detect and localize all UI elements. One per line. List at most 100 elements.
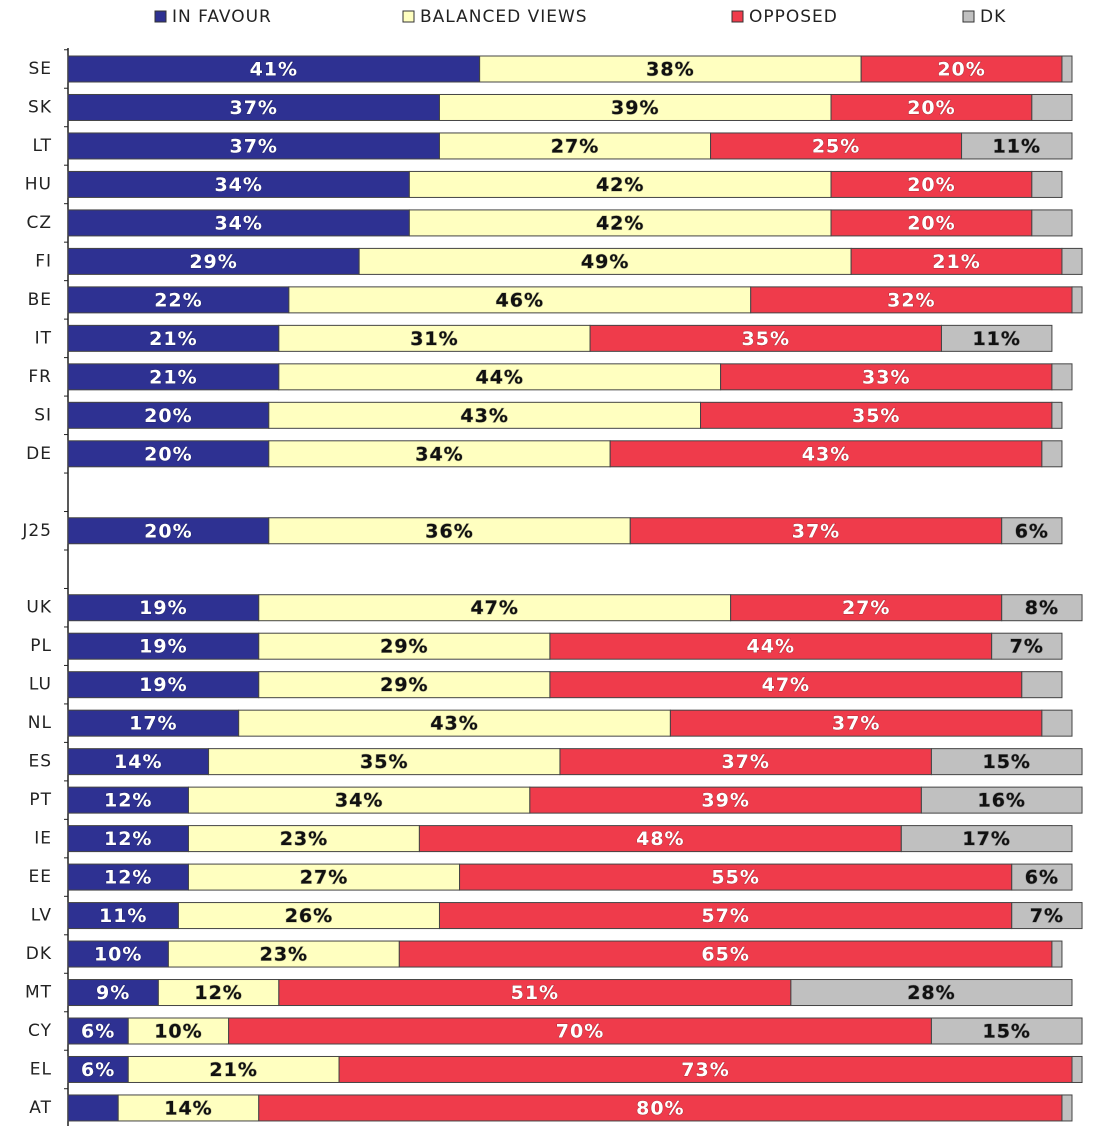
value-label: 6% [1025,867,1059,889]
value-label: 14% [114,751,162,773]
value-label: 43% [430,713,478,735]
value-label: 8% [1025,597,1059,619]
bar-segment [920,786,1083,814]
value-label: 23% [260,944,308,966]
category-label: SK [28,97,52,117]
legend-swatch [154,10,167,23]
value-label: 12% [104,828,152,850]
category-label: LU [29,675,52,695]
bar-segment [67,93,440,121]
bar-segment [549,632,993,660]
category-label: DE [26,444,52,464]
bar-segment [187,863,461,891]
bar-segment [67,979,159,1007]
bar-segment [258,594,732,622]
bar-segment [710,132,963,160]
value-label: 11% [993,135,1041,157]
value-label: 17% [129,713,177,735]
category-label: AT [29,1098,52,1118]
bar-segment [1051,940,1063,968]
bar-segment [67,440,270,468]
value-label: 28% [907,982,955,1004]
value-label: 19% [139,636,187,658]
bar-segment [850,247,1063,275]
bar-segment [1011,902,1083,930]
bar-segment [1061,247,1083,275]
value-label: 11% [972,328,1020,350]
bar-segment [67,671,260,699]
bar-segment [790,979,1073,1007]
bar-segment [67,209,410,237]
value-label: 35% [360,751,408,773]
legend-label: DK [980,7,1006,27]
bar-segment [1031,209,1073,237]
bar-segment [1031,170,1063,198]
bar-segment [67,401,270,429]
bar-segment [228,1017,932,1045]
category-label: BE [28,290,52,310]
value-label: 6% [1015,520,1049,542]
bar-segment [549,671,1023,699]
value-label: 47% [470,597,518,619]
bar-segment [609,440,1043,468]
bar-segment [67,363,280,391]
value-label: 20% [907,174,955,196]
value-label: 20% [907,97,955,119]
value-label: 14% [164,1097,212,1119]
bar-segment [1071,1055,1083,1083]
value-label: 37% [721,751,769,773]
value-label: 20% [937,59,985,81]
category-label: EE [29,867,52,887]
bar-segment [67,940,169,968]
bar-segment [830,170,1033,198]
value-label: 65% [701,944,749,966]
bar-segment [268,401,702,429]
category-label: HU [25,174,52,194]
legend-swatch [962,10,975,23]
value-label: 42% [596,174,644,196]
value-label: 29% [380,674,428,696]
bar-segment [67,324,280,352]
bar-segment [1051,363,1073,391]
bar-segment [900,825,1073,853]
value-label: 42% [596,212,644,234]
bar-segment [830,93,1033,121]
value-label: 38% [646,59,694,81]
bar-segment [177,902,440,930]
bar-segment [67,1055,129,1083]
legend-label: OPPOSED [749,7,838,27]
bar-segment [1011,863,1073,891]
value-label: 49% [581,251,629,273]
bar-segment [1001,594,1083,622]
value-label: 21% [149,328,197,350]
bar-segment [157,979,280,1007]
bar-segment [117,1094,260,1122]
bar-segment [1071,286,1083,314]
value-label: 39% [701,790,749,812]
value-label: 33% [862,366,910,388]
category-label: FI [35,251,52,271]
value-label: 16% [977,790,1025,812]
value-label: 34% [415,443,463,465]
bar-segment [258,671,551,699]
value-label: 6% [81,1059,115,1081]
bar-segment [559,748,932,776]
value-label: 23% [280,828,328,850]
category-label: MT [25,983,52,1003]
bar-segment [338,1055,1073,1083]
category-label: NL [28,713,52,733]
bar-segment [67,902,179,930]
value-label: 21% [209,1059,257,1081]
bar-segment [730,594,1003,622]
bar-segment [459,863,1013,891]
legend-label: BALANCED VIEWS [420,7,588,27]
value-label: 17% [962,828,1010,850]
category-label: SI [34,405,52,425]
value-label: 27% [842,597,890,619]
category-label: J25 [21,521,52,541]
category-label: CY [28,1021,52,1041]
bar-segment [67,594,260,622]
bar-segment [278,363,722,391]
bar-segment [268,517,631,545]
bar-segment [438,93,832,121]
